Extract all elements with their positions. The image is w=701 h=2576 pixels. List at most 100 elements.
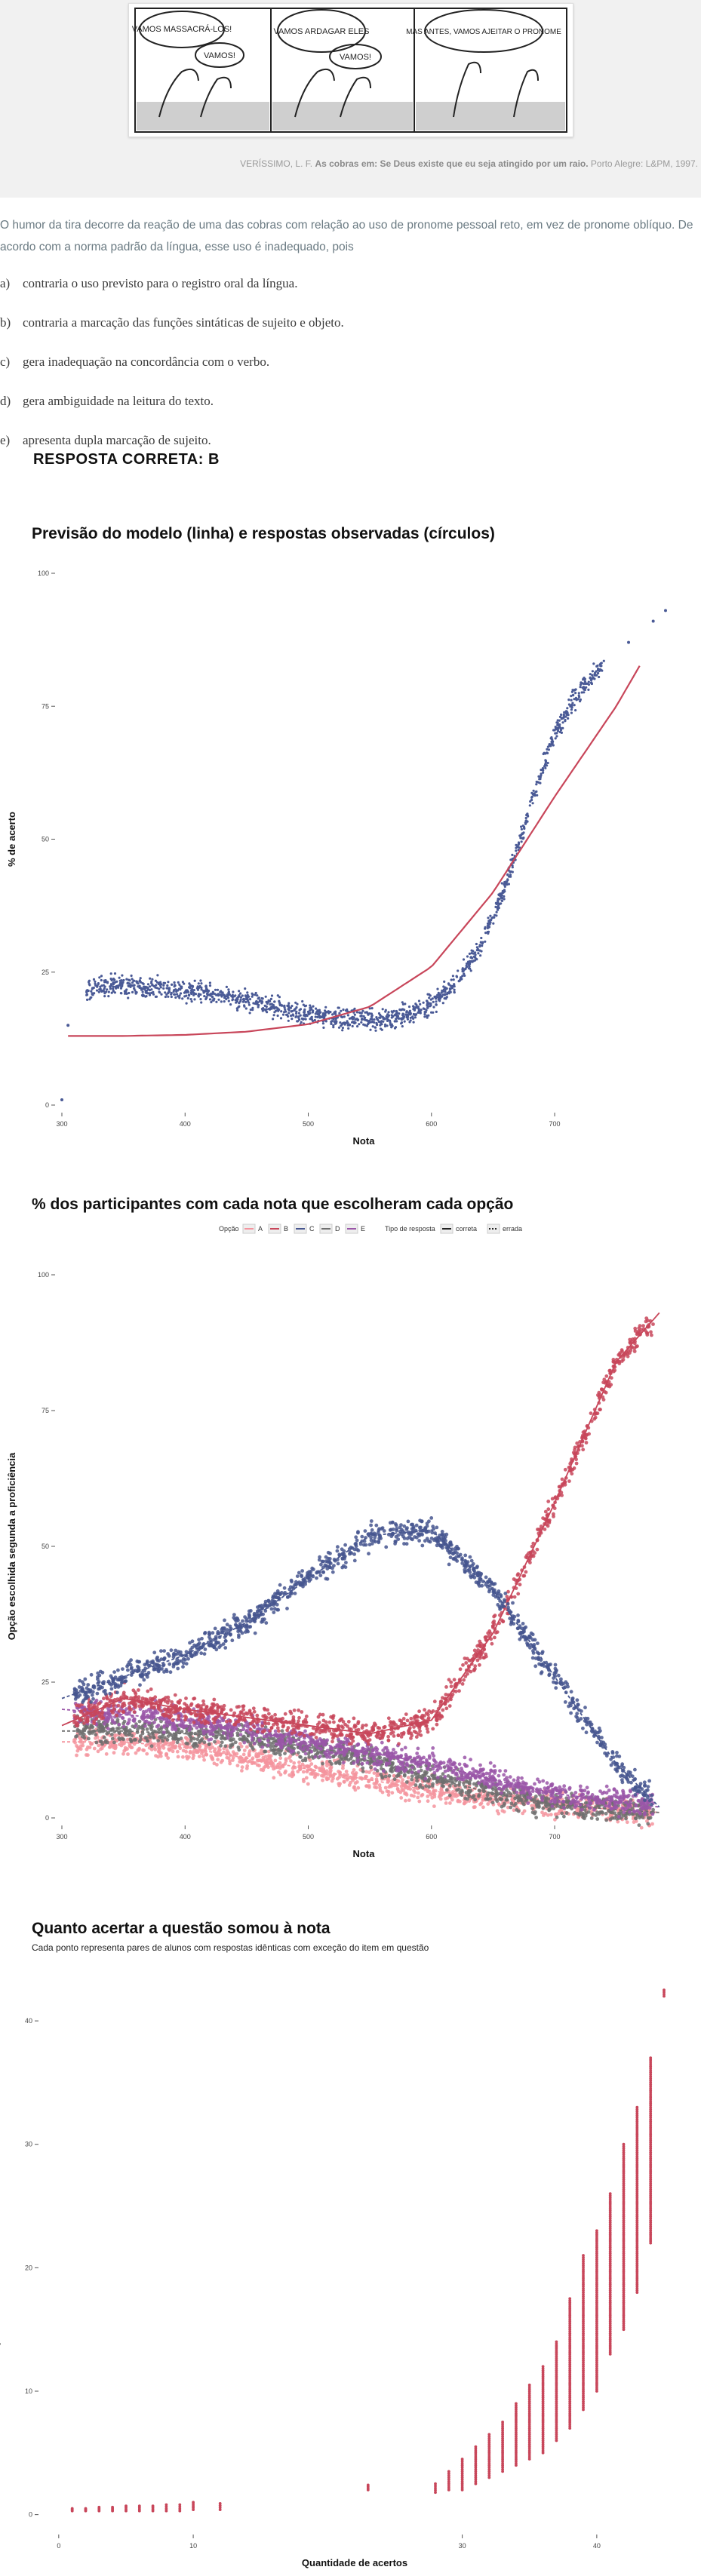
chart1-point (571, 702, 574, 705)
chart2-point (577, 1812, 581, 1816)
chart2-point (188, 1721, 192, 1725)
chart1-point (384, 1009, 387, 1012)
chart1-point (511, 864, 514, 867)
chart2-point (298, 1746, 303, 1750)
chart2-point (303, 1756, 308, 1761)
chart1-point (342, 1008, 345, 1012)
chart1-point (404, 1013, 407, 1016)
chart2-point (214, 1726, 219, 1730)
alternative-b[interactable]: b) contraria a marcação das funções sintá… (0, 315, 344, 330)
chart2-point (628, 1810, 632, 1814)
chart1-point (148, 993, 152, 996)
chart2-point (222, 1750, 226, 1755)
chart2-point (478, 1802, 482, 1807)
chart1-point (157, 982, 160, 985)
chart2-point (549, 1794, 553, 1798)
chart2-point (428, 1791, 432, 1795)
chart1-point (103, 987, 106, 990)
chart2-point (121, 1752, 125, 1756)
chart2-point (545, 1781, 549, 1785)
chart2-point (533, 1782, 537, 1786)
chart2-point (266, 1754, 271, 1758)
chart1-point (187, 993, 191, 996)
chart2-point (446, 1774, 450, 1778)
chart2-point (100, 1724, 104, 1728)
chart2-point (404, 1798, 407, 1803)
chart2-point (281, 1764, 285, 1769)
chart2-xtick-label: 400 (180, 1833, 191, 1841)
chart1-point (530, 791, 533, 794)
chart1-point (386, 1024, 389, 1027)
chart1-point (432, 1000, 435, 1003)
alternative-a[interactable]: a) contraria o uso previsto para o regist… (0, 276, 298, 290)
chart2-point (284, 1759, 288, 1763)
chart1-point (509, 874, 512, 877)
chart1-point (309, 1009, 312, 1012)
chart1-point (438, 993, 441, 996)
chart2-point (422, 1755, 426, 1760)
chart2-point (220, 1758, 225, 1763)
chart2-point (330, 1762, 334, 1766)
chart1-point (542, 752, 545, 756)
chart1-point (235, 997, 238, 1000)
chart2-point (537, 1791, 541, 1795)
chart1-point (598, 669, 601, 672)
chart1-point (322, 1016, 325, 1019)
chart2-point (352, 1768, 356, 1772)
chart1-point (449, 984, 452, 987)
chart2-point (156, 1724, 161, 1727)
chart2-point (373, 1767, 377, 1771)
chart2-point (292, 1761, 297, 1765)
chart1-point (210, 1000, 213, 1004)
chart1-point (152, 990, 155, 993)
chart2-point (185, 1724, 189, 1728)
chart2-point (447, 1793, 452, 1798)
chart1-point (412, 1017, 415, 1020)
alternative-d[interactable]: d) gera ambiguidade na leitura do texto. (0, 394, 214, 408)
chart2-point (337, 1770, 340, 1773)
chart1-point (94, 984, 97, 987)
chart2-point (184, 1741, 189, 1745)
chart1-point (450, 987, 454, 990)
chart2-point (129, 1745, 134, 1749)
chart1-point (340, 1009, 343, 1012)
chart2-point (311, 1738, 315, 1742)
chart1-point (237, 1006, 240, 1009)
chart1-point (564, 720, 567, 723)
chart2-point (375, 1747, 380, 1752)
chart1-point (92, 978, 96, 981)
chart1-point (554, 737, 557, 740)
chart2-point (330, 1746, 334, 1751)
chart1-point (200, 982, 203, 985)
chart1-point (375, 1021, 378, 1025)
chart1-point (381, 1008, 384, 1011)
chart1-point (189, 998, 192, 1001)
chart2-point (481, 1805, 485, 1810)
chart2-point (301, 1770, 306, 1774)
chart1-point (196, 988, 199, 991)
chart1-point (168, 990, 171, 993)
alternative-c[interactable]: c) gera inadequação na concordância com o… (0, 355, 270, 369)
chart2-point (372, 1771, 377, 1775)
chart1-point (280, 1010, 283, 1013)
chart2-point (414, 1772, 417, 1776)
alternative-e[interactable]: e) apresenta dupla marcação de sujeito. (0, 433, 211, 447)
chart1-point (444, 997, 447, 1000)
chart2-point (235, 1752, 239, 1756)
chart2-point (533, 1810, 537, 1814)
chart1-point (517, 843, 520, 846)
chart2-point (632, 1810, 637, 1814)
chart2-point (276, 1748, 281, 1752)
chart1-point (100, 978, 103, 982)
chart2-point (231, 1755, 235, 1760)
chart2-point (209, 1754, 214, 1758)
chart1-point (150, 988, 153, 991)
chart2-point (498, 1769, 502, 1773)
chart1-point (296, 1002, 299, 1006)
chart1-ytick-label: 100 (38, 570, 49, 577)
chart1-point (503, 883, 506, 886)
chart2-point (464, 1779, 469, 1783)
chart1-point (186, 996, 189, 999)
chart1-point (426, 993, 429, 996)
chart2-point (546, 1785, 551, 1790)
